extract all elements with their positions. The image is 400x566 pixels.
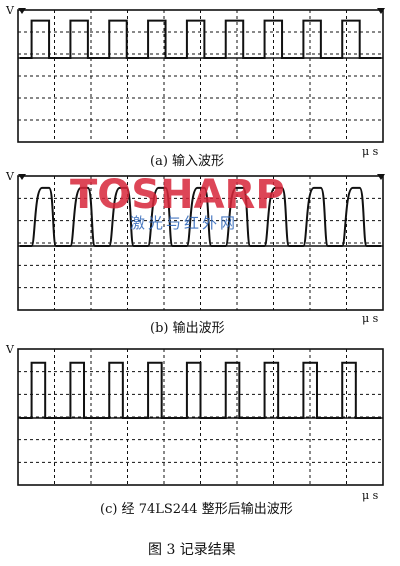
figure-caption: 图 3 记录结果 — [148, 542, 236, 558]
panel-a-caption: (a) 输入波形 — [150, 153, 224, 169]
panel-a: V μ s (a) 输入波形 — [5, 4, 385, 169]
panel-b-grid — [17, 175, 384, 311]
panel-b-caption: (b) 输出波形 — [150, 320, 225, 336]
panel-b-left-marker — [18, 174, 26, 180]
panel-c-unit-label: μ s — [362, 489, 379, 502]
panel-a-y-label: V — [5, 4, 15, 17]
panel-a-right-marker — [377, 8, 385, 14]
panel-c-waveform — [20, 361, 381, 419]
panel-a-waveform — [20, 19, 381, 59]
panel-b-waveform — [20, 186, 381, 247]
panel-b-right-marker — [377, 174, 385, 180]
panel-c-y-label: V — [5, 343, 15, 356]
watermark: TOSHARP 激光与红外网 — [70, 172, 285, 232]
panel-b: V μ s (b) 输出波形 — [5, 170, 385, 336]
panel-c-caption: (c) 经 74LS244 整形后输出波形 — [100, 501, 293, 517]
panel-a-left-marker — [18, 8, 26, 14]
panel-b-unit-label: μ s — [362, 312, 379, 325]
watermark-subtitle: 激光与红外网 — [130, 214, 238, 232]
panel-a-grid — [17, 9, 384, 143]
panel-a-unit-label: μ s — [362, 145, 379, 158]
watermark-brand: TOSHARP — [70, 172, 285, 218]
panel-b-y-label: V — [5, 170, 15, 183]
panel-c: V μ s (c) 经 74LS244 整形后输出波形 — [5, 343, 384, 517]
